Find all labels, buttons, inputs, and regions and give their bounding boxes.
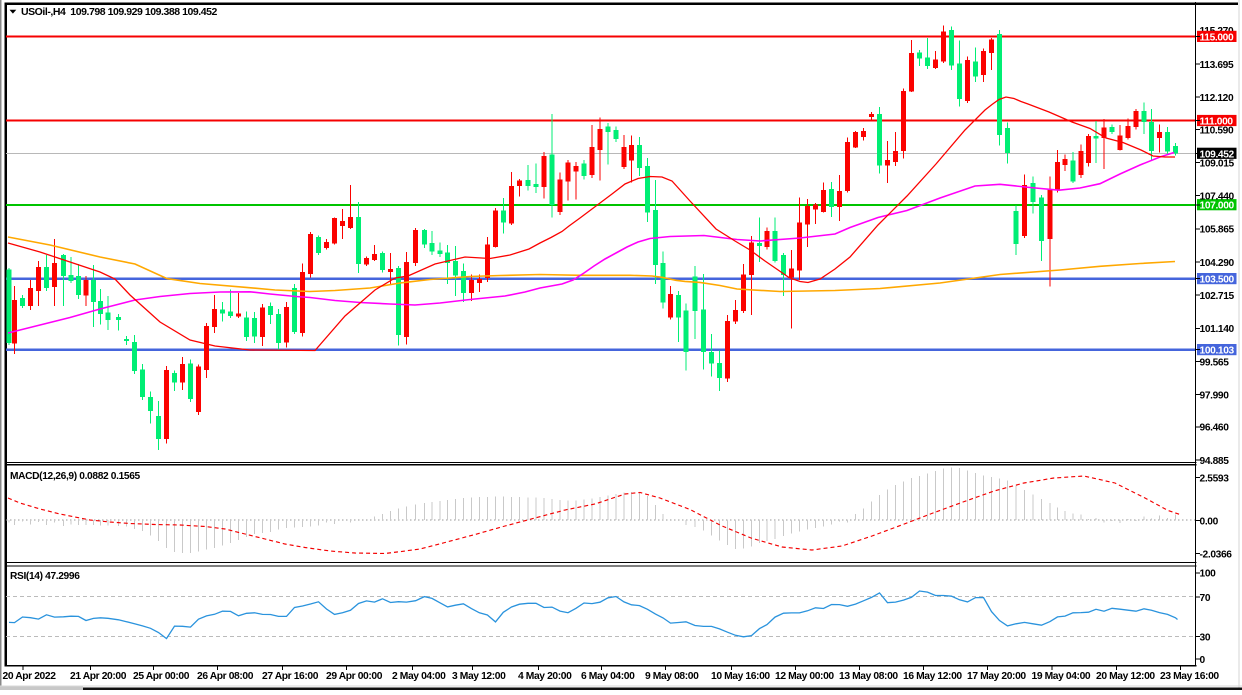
svg-text:115.000: 115.000 bbox=[1200, 32, 1234, 43]
svg-text:17 May 20:00: 17 May 20:00 bbox=[967, 671, 1026, 682]
svg-text:107.000: 107.000 bbox=[1200, 201, 1235, 212]
svg-text:13 May 08:00: 13 May 08:00 bbox=[839, 671, 898, 682]
svg-text:MACD(12,26,9) 0.0882 0.1565: MACD(12,26,9) 0.0882 0.1565 bbox=[10, 471, 141, 482]
svg-text:30: 30 bbox=[1200, 632, 1211, 643]
svg-text:4 May 20:00: 4 May 20:00 bbox=[518, 671, 572, 682]
svg-text:RSI(14) 47.2996: RSI(14) 47.2996 bbox=[10, 571, 80, 582]
svg-text:3 May 12:00: 3 May 12:00 bbox=[452, 671, 506, 682]
svg-text:96.460: 96.460 bbox=[1200, 423, 1230, 434]
svg-text:26 Apr 08:00: 26 Apr 08:00 bbox=[197, 671, 254, 682]
svg-text:20 May 12:00: 20 May 12:00 bbox=[1096, 671, 1155, 682]
svg-text:97.990: 97.990 bbox=[1200, 391, 1230, 402]
svg-text:110.590: 110.590 bbox=[1200, 125, 1234, 136]
svg-text:12 May 00:00: 12 May 00:00 bbox=[775, 671, 834, 682]
svg-text:109.015: 109.015 bbox=[1200, 158, 1235, 169]
svg-text:102.715: 102.715 bbox=[1200, 291, 1235, 302]
svg-text:23 May 16:00: 23 May 16:00 bbox=[1160, 671, 1219, 682]
svg-text:107.440: 107.440 bbox=[1200, 192, 1235, 203]
svg-text:16 May 12:00: 16 May 12:00 bbox=[903, 671, 962, 682]
svg-text:100.103: 100.103 bbox=[1200, 346, 1235, 357]
svg-text:94.885: 94.885 bbox=[1200, 456, 1230, 467]
svg-text:2 May 04:00: 2 May 04:00 bbox=[392, 671, 446, 682]
svg-text:100: 100 bbox=[1200, 569, 1217, 580]
svg-text:112.120: 112.120 bbox=[1200, 93, 1234, 104]
svg-text:6 May 04:00: 6 May 04:00 bbox=[581, 671, 635, 682]
svg-text:2.5593: 2.5593 bbox=[1200, 474, 1230, 485]
svg-text:10 May 16:00: 10 May 16:00 bbox=[711, 671, 770, 682]
svg-text:105.865: 105.865 bbox=[1200, 225, 1235, 236]
svg-text:0: 0 bbox=[1200, 655, 1206, 666]
svg-text:9 May 08:00: 9 May 08:00 bbox=[645, 671, 699, 682]
svg-text:21 Apr 20:00: 21 Apr 20:00 bbox=[70, 671, 127, 682]
svg-text:99.565: 99.565 bbox=[1200, 357, 1230, 368]
svg-text:103.500: 103.500 bbox=[1200, 275, 1235, 286]
svg-text:USOil-,H4 109.798 109.929 109: USOil-,H4 109.798 109.929 109.388 109.45… bbox=[21, 6, 218, 18]
svg-text:25 Apr 00:00: 25 Apr 00:00 bbox=[133, 671, 190, 682]
svg-text:70: 70 bbox=[1200, 593, 1211, 604]
svg-text:111.000: 111.000 bbox=[1200, 117, 1234, 128]
svg-text:0.00: 0.00 bbox=[1200, 516, 1219, 527]
svg-text:109.452: 109.452 bbox=[1200, 149, 1235, 160]
svg-text:104.290: 104.290 bbox=[1200, 258, 1235, 269]
svg-text:19 May 04:00: 19 May 04:00 bbox=[1032, 671, 1091, 682]
svg-text:113.695: 113.695 bbox=[1200, 60, 1234, 71]
svg-text:-2.0366: -2.0366 bbox=[1200, 549, 1233, 560]
svg-text:29 Apr 00:00: 29 Apr 00:00 bbox=[326, 671, 383, 682]
svg-text:27 Apr 16:00: 27 Apr 16:00 bbox=[262, 671, 319, 682]
svg-text:101.140: 101.140 bbox=[1200, 324, 1235, 335]
svg-text:20 Apr 2022: 20 Apr 2022 bbox=[3, 671, 57, 682]
